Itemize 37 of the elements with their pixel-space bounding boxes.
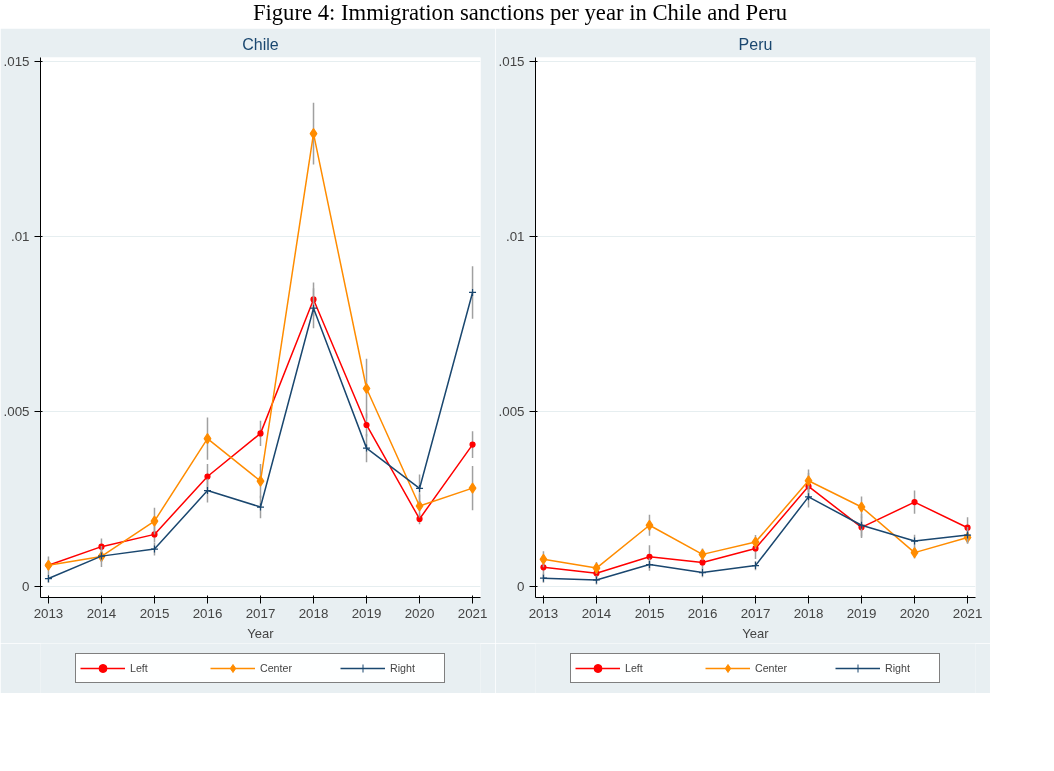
x-tick-label: 2014	[581, 605, 612, 621]
chart-title: Chile	[242, 35, 279, 53]
x-tick-label: 2018	[298, 605, 329, 621]
x-axis-title: Year	[247, 625, 275, 641]
x-tick-label: 2016	[687, 605, 718, 621]
x-tick-label: 2015	[139, 605, 170, 621]
x-tick-label: 2015	[634, 605, 665, 621]
x-tick-label: 2021	[457, 605, 488, 621]
legend-label: Center	[260, 662, 293, 674]
legend-label: Right	[885, 662, 911, 674]
y-tick-label: .015	[3, 53, 30, 69]
y-tick-label: .01	[505, 228, 525, 244]
y-tick-label: .015	[498, 53, 525, 69]
legend-label: Left	[130, 662, 149, 674]
x-tick-label: 2017	[740, 605, 771, 621]
x-tick-label: 2020	[404, 605, 435, 621]
x-tick-label: 2016	[192, 605, 223, 621]
x-tick-label: 2013	[528, 605, 559, 621]
x-tick-label: 2014	[86, 605, 117, 621]
y-tick-label: .01	[10, 228, 30, 244]
x-tick-label: 2021	[952, 605, 983, 621]
legend-label: Left	[625, 662, 644, 674]
x-tick-label: 2019	[846, 605, 877, 621]
x-tick-label: 2018	[793, 605, 824, 621]
legend-label: Right	[390, 662, 416, 674]
y-tick-label: 0	[22, 579, 30, 595]
x-tick-label: 2017	[245, 605, 276, 621]
x-axis-title: Year	[742, 625, 770, 641]
y-tick-label: 0	[517, 579, 525, 595]
y-tick-label: .005	[3, 404, 30, 420]
caption: Figure 4: Immigration sanctions per year in Chile and Peru	[251, 0, 789, 27]
x-tick-label: 2020	[899, 605, 930, 621]
x-tick-label: 2019	[351, 605, 382, 621]
x-tick-label: 2013	[33, 605, 64, 621]
chart-title: Peru	[738, 35, 773, 53]
legend-label: Center	[755, 662, 788, 674]
y-tick-label: .005	[498, 404, 525, 420]
